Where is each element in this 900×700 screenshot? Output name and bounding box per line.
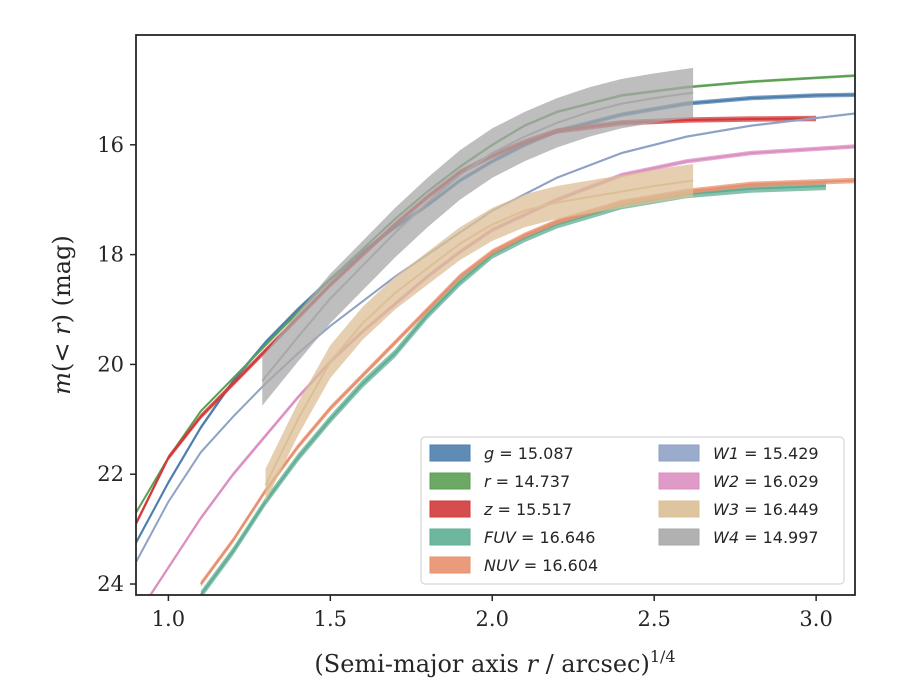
plot-frame xyxy=(135,34,856,596)
legend-label-g: g = 15.087 xyxy=(484,444,574,463)
legend-swatch-w2 xyxy=(658,472,700,490)
legend-label-w1: W1 = 15.429 xyxy=(713,444,819,463)
legend-label-nuv: NUV = 16.604 xyxy=(484,556,598,575)
legend-swatch-fuv xyxy=(429,528,471,546)
y-axis-label: m(< r) (mag) xyxy=(48,235,76,395)
legend-label-z: z = 15.517 xyxy=(483,500,572,519)
x-tick-label: 2.0 xyxy=(476,607,509,631)
legend-label-r: r = 14.737 xyxy=(484,472,570,491)
legend: g = 15.087 r = 14.737 z = 15.517 FUV = 16.6… xyxy=(420,436,845,585)
x-tick-label: 2.5 xyxy=(637,607,670,631)
x-tick-label: 1.0 xyxy=(152,607,185,631)
y-tick-label: 16 xyxy=(97,133,124,157)
y-tick-label: 24 xyxy=(97,572,124,596)
y-axis: 16 18 20 22 24 xyxy=(97,133,136,596)
legend-swatch-w1 xyxy=(658,444,700,462)
series-layer xyxy=(136,67,855,595)
legend-swatch-z xyxy=(429,500,471,518)
legend-label-w4: W4 = 14.997 xyxy=(713,528,819,547)
x-tick-label: 1.5 xyxy=(314,607,347,631)
x-axis-label: (Semi-major axis r / arcsec)1/4 xyxy=(314,647,675,678)
legend-swatch-w4 xyxy=(658,528,700,546)
y-tick-label: 20 xyxy=(97,352,124,376)
series-line-w4 xyxy=(261,91,694,382)
legend-label-w3: W3 = 16.449 xyxy=(713,500,819,519)
legend-swatch-g xyxy=(429,444,471,462)
x-axis: 1.0 1.5 2.0 2.5 3.0 xyxy=(152,595,833,631)
y-tick-label: 18 xyxy=(97,243,124,267)
y-tick-label: 22 xyxy=(97,462,124,486)
x-tick-label: 3.0 xyxy=(799,607,832,631)
legend-box xyxy=(420,436,845,585)
series-band-w4 xyxy=(262,67,694,406)
legend-swatch-w3 xyxy=(658,500,700,518)
series-line-w3 xyxy=(264,179,694,486)
legend-label-fuv: FUV = 16.646 xyxy=(484,528,595,547)
legend-swatch-r xyxy=(429,472,471,490)
legend-label-w2: W2 = 16.029 xyxy=(713,472,819,491)
legend-swatch-nuv xyxy=(429,556,471,574)
